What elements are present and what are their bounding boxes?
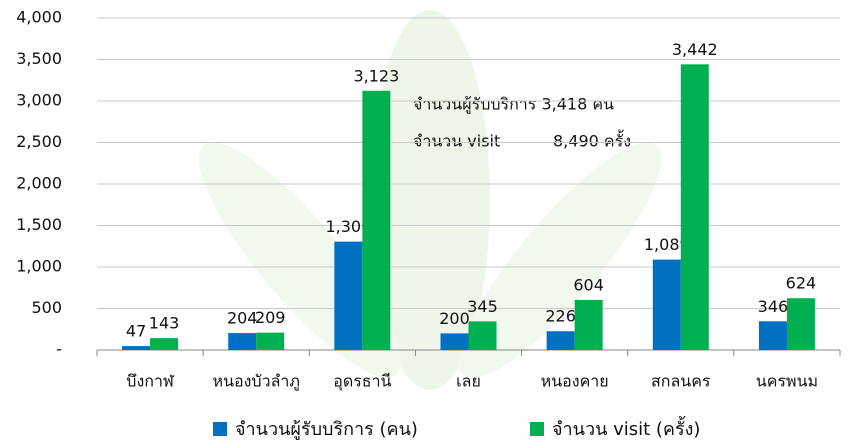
legend-label: จำนวนผู้รับบริการ (คน) [235, 419, 418, 440]
data-label: 1,089 [644, 235, 690, 254]
x-tick-label: หนองคาย [541, 372, 609, 391]
data-label: 3,123 [353, 66, 399, 85]
data-label: 346 [758, 297, 789, 316]
data-label: 1,306 [325, 217, 371, 236]
y-tick-label: 1,000 [16, 257, 62, 276]
bar [256, 332, 285, 350]
data-label: 209 [255, 308, 286, 327]
y-tick-label: 3,000 [16, 91, 62, 110]
data-label: 604 [573, 275, 604, 294]
bar [680, 64, 709, 351]
data-label: 47 [126, 322, 146, 341]
data-label: 204 [227, 309, 258, 328]
y-tick-label: 2,000 [16, 174, 62, 193]
data-label: 143 [149, 314, 180, 333]
bar [758, 321, 787, 350]
bar [334, 241, 363, 350]
data-label: 200 [439, 309, 470, 328]
watermark-leaf [370, 10, 490, 390]
legend-label: จำนวน visit (ครั้ง) [552, 416, 700, 440]
bar [468, 321, 497, 350]
x-tick-label: หนองบัวลำภู [213, 372, 300, 392]
bar [362, 90, 391, 350]
x-tick-label: นครพนม [756, 372, 818, 391]
bar [546, 331, 575, 350]
bar [150, 338, 179, 350]
data-label: 624 [786, 274, 817, 293]
watermark-leaf [458, 142, 662, 378]
bar [122, 346, 151, 350]
y-tick-label: 3,500 [16, 49, 62, 68]
bar [228, 333, 257, 350]
annotation: 8,490 ครั้ง [553, 130, 631, 151]
y-tick-label: 2,500 [16, 132, 62, 151]
y-tick-label: 1,500 [16, 215, 62, 234]
x-tick-label: บึงกาฬ [126, 372, 175, 391]
x-tick-label: เลย [456, 372, 481, 391]
legend-swatch [213, 422, 227, 436]
annotation: จำนวน visit [413, 132, 500, 151]
data-label: 345 [467, 297, 498, 316]
data-label: 226 [545, 307, 576, 326]
y-tick-label: 500 [31, 298, 62, 317]
bar [440, 333, 469, 350]
annotation: จำนวนผู้รับบริการ 3,418 คน [413, 95, 614, 115]
legend-swatch [530, 422, 544, 436]
x-tick-label: สกลนคร [651, 372, 711, 391]
y-tick-label: - [56, 340, 62, 359]
x-tick-label: อุดรธานี [333, 372, 391, 392]
bar [574, 299, 603, 350]
bar [652, 259, 681, 350]
bar [786, 298, 815, 350]
y-tick-label: 4,000 [16, 8, 62, 27]
data-label: 3,442 [672, 40, 718, 59]
